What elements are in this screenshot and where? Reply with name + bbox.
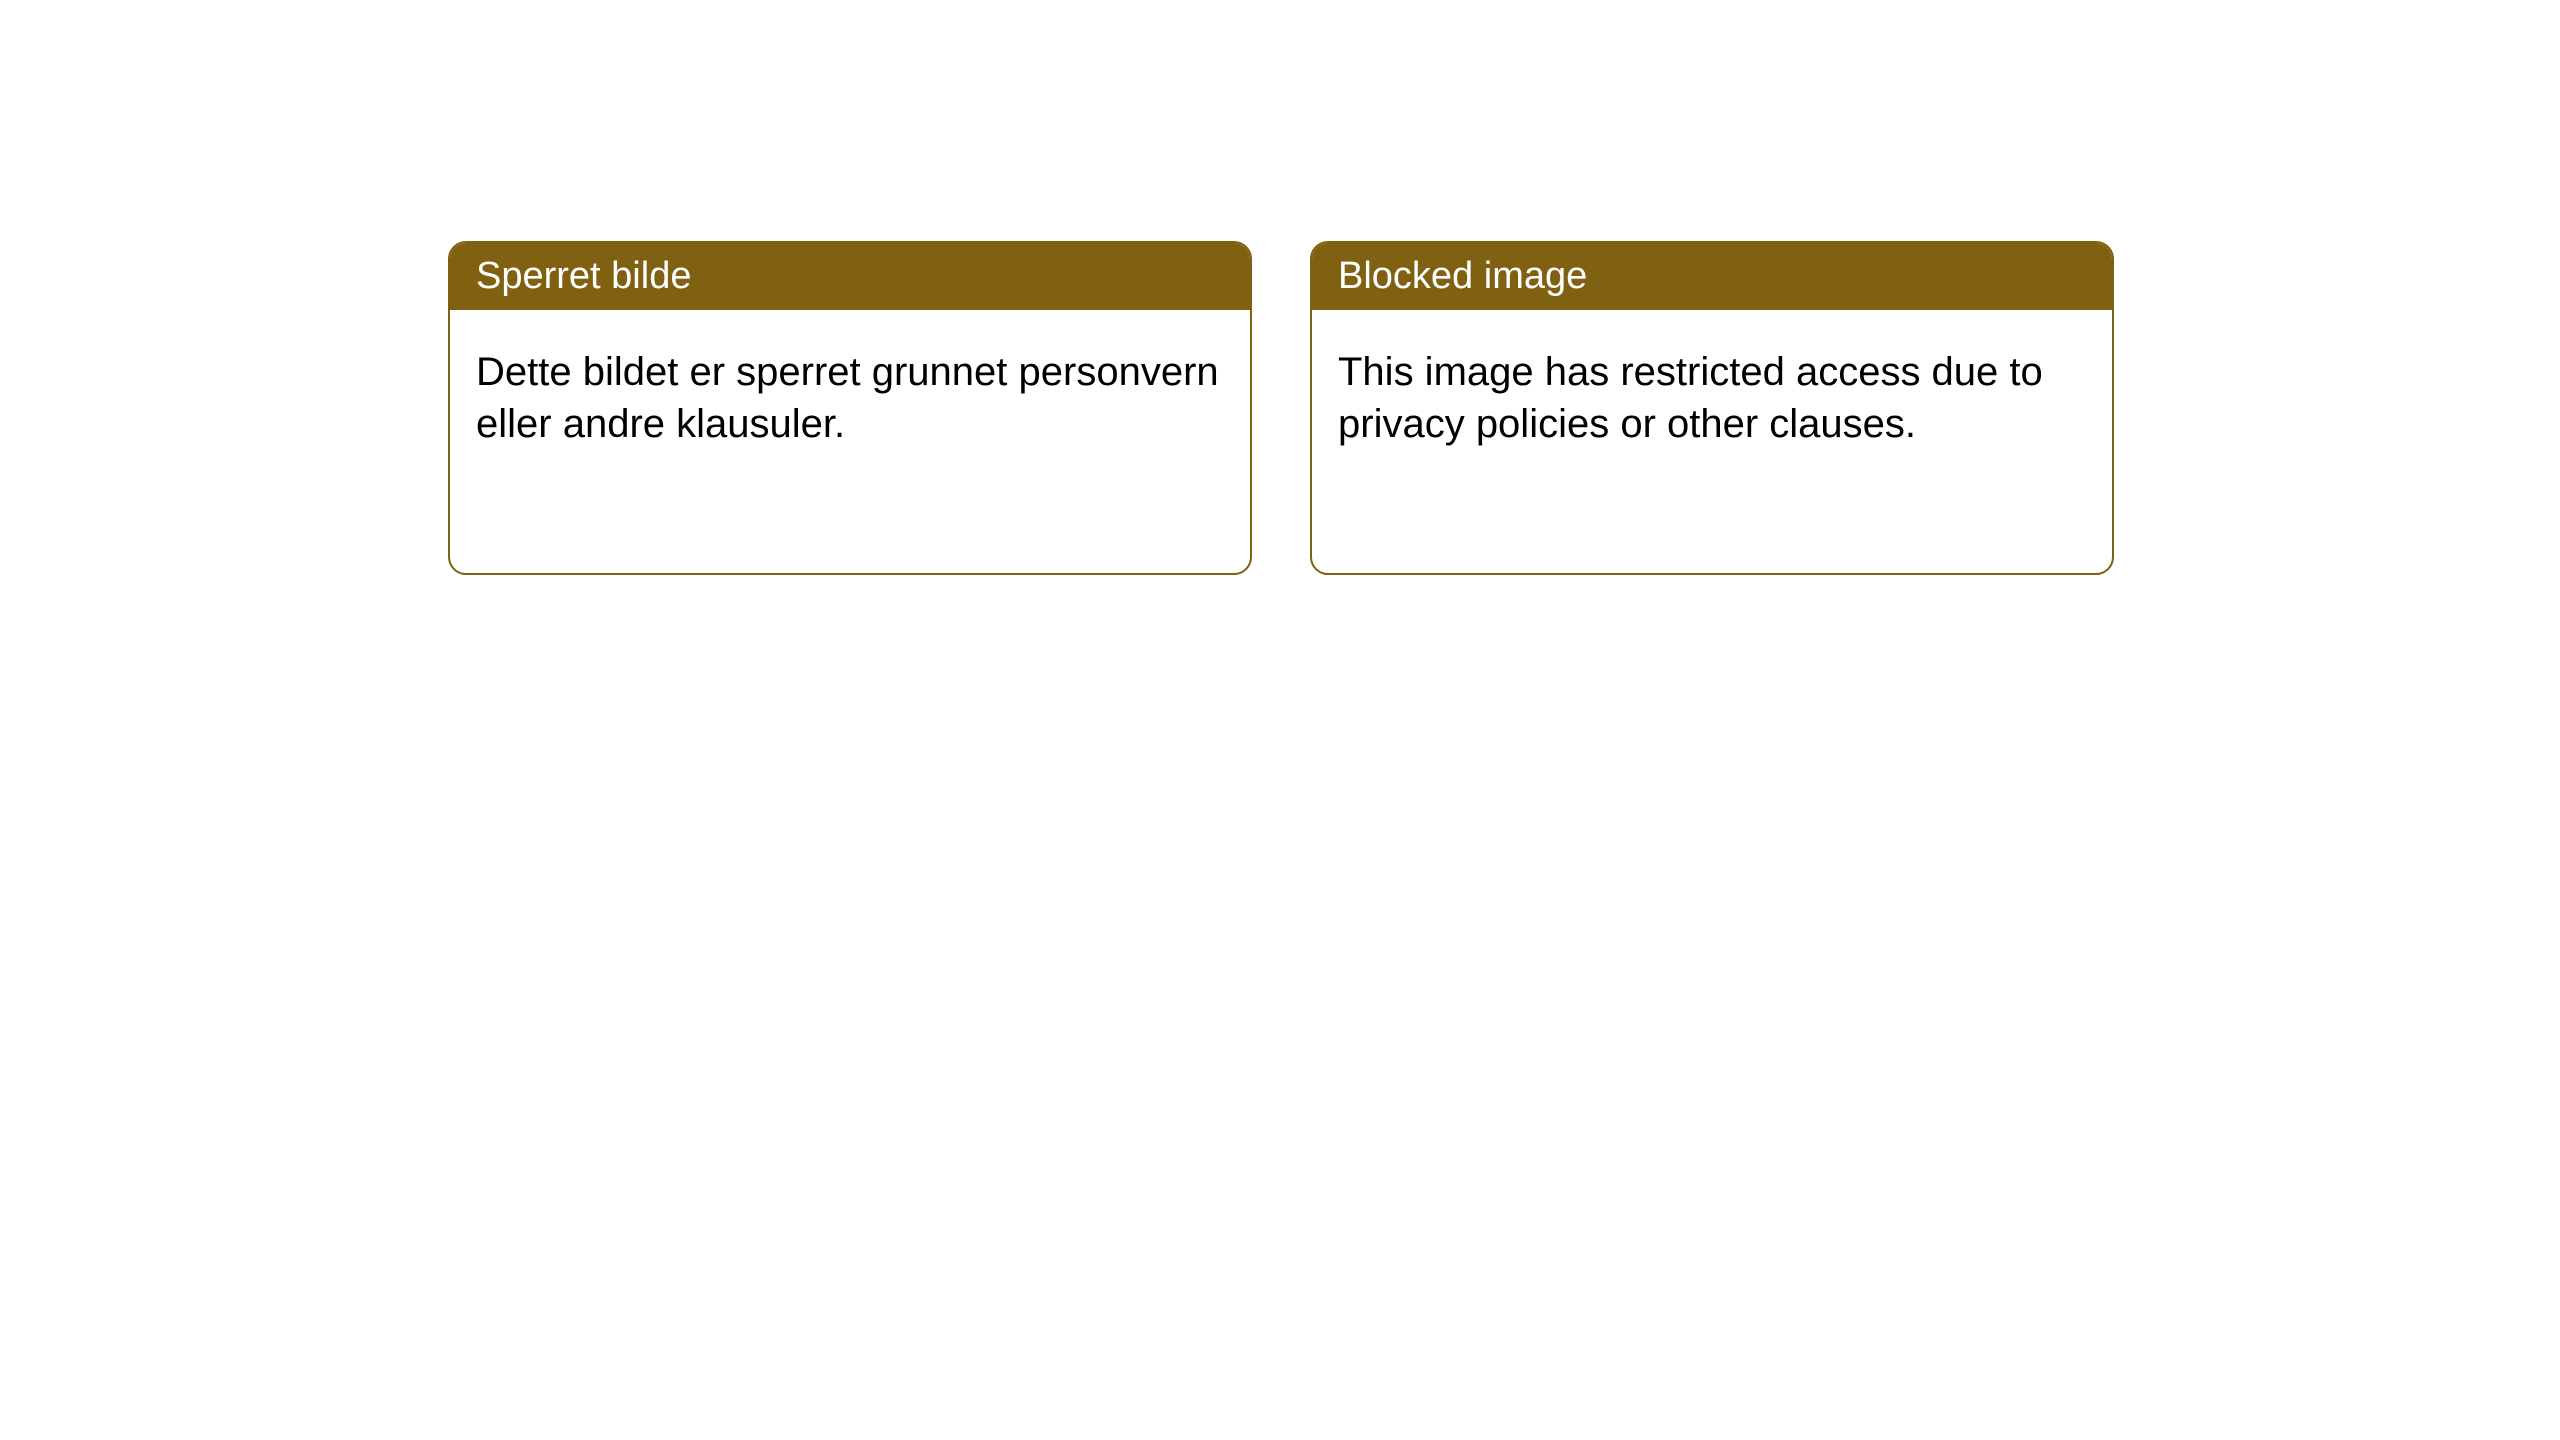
- card-header-no: Sperret bilde: [450, 243, 1250, 310]
- card-header-en: Blocked image: [1312, 243, 2112, 310]
- blocked-image-card-no: Sperret bilde Dette bildet er sperret gr…: [448, 241, 1252, 575]
- card-body-en: This image has restricted access due to …: [1312, 310, 2112, 486]
- blocked-image-card-en: Blocked image This image has restricted …: [1310, 241, 2114, 575]
- card-body-no: Dette bildet er sperret grunnet personve…: [450, 310, 1250, 486]
- cards-container: Sperret bilde Dette bildet er sperret gr…: [448, 241, 2114, 575]
